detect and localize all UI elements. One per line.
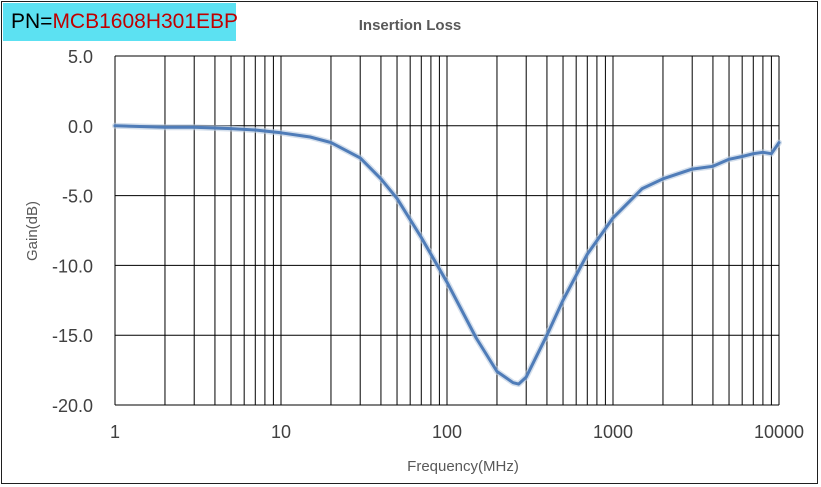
insertion-loss-line <box>113 124 781 386</box>
part-number-value: MCB1608H301EBP <box>52 10 239 33</box>
series-layer <box>112 122 782 388</box>
part-number-badge: PN= MCB1608H301EBP <box>3 3 239 41</box>
part-number-prefix: PN= <box>11 10 53 33</box>
y-tick-label: 5.0 <box>68 47 93 67</box>
y-tick-label: 0.0 <box>68 117 93 137</box>
chart-title: Insertion Loss <box>359 17 462 34</box>
y-tick-label: -10.0 <box>52 256 93 276</box>
x-tick-label: 10000 <box>754 422 804 442</box>
x-axis-label: Frequency(MHz) <box>407 458 519 475</box>
y-axis-label: Gain(dB) <box>24 201 41 261</box>
tick-labels: 1 10 100 1000 10000 5.0 0.0 -5.0 -10.0 -15.0 -20.0 <box>52 47 804 442</box>
grid <box>114 55 780 406</box>
y-tick-label: -5.0 <box>62 187 93 207</box>
x-tick-label: 100 <box>432 422 462 442</box>
y-tick-label: -15.0 <box>52 326 93 346</box>
y-tick-label: -20.0 <box>52 396 93 416</box>
x-tick-label: 1000 <box>593 422 633 442</box>
x-tick-label: 10 <box>271 422 291 442</box>
x-tick-label: 1 <box>110 422 120 442</box>
